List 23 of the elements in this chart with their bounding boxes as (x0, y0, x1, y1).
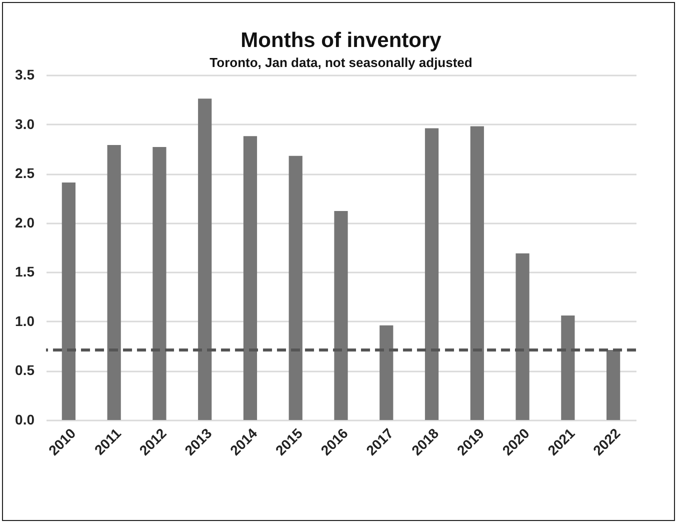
bar (198, 98, 212, 420)
chart-title: Months of inventory (240, 29, 442, 52)
bar (334, 211, 348, 420)
bar (424, 128, 439, 420)
chart-subtitle: Toronto, Jan data, not seasonally adjusted (210, 55, 472, 70)
bar (606, 350, 620, 420)
y-tick-label: 0.0 (15, 412, 35, 428)
y-tick-label: 2.0 (15, 214, 35, 230)
bar (561, 316, 575, 420)
bar (62, 182, 76, 420)
y-tick-label: 1.5 (15, 264, 35, 280)
bar (243, 136, 258, 420)
bar (516, 253, 530, 420)
bar (107, 144, 121, 420)
bar (470, 126, 484, 420)
y-tick-label: 3.5 (15, 66, 35, 82)
bar (288, 156, 302, 420)
y-tick-label: 0.5 (15, 362, 35, 378)
y-tick-label: 3.0 (15, 116, 35, 132)
y-tick-label: 2.5 (15, 165, 35, 182)
bar (152, 146, 166, 420)
y-tick-label: 1.0 (15, 312, 35, 329)
bar (380, 325, 394, 420)
